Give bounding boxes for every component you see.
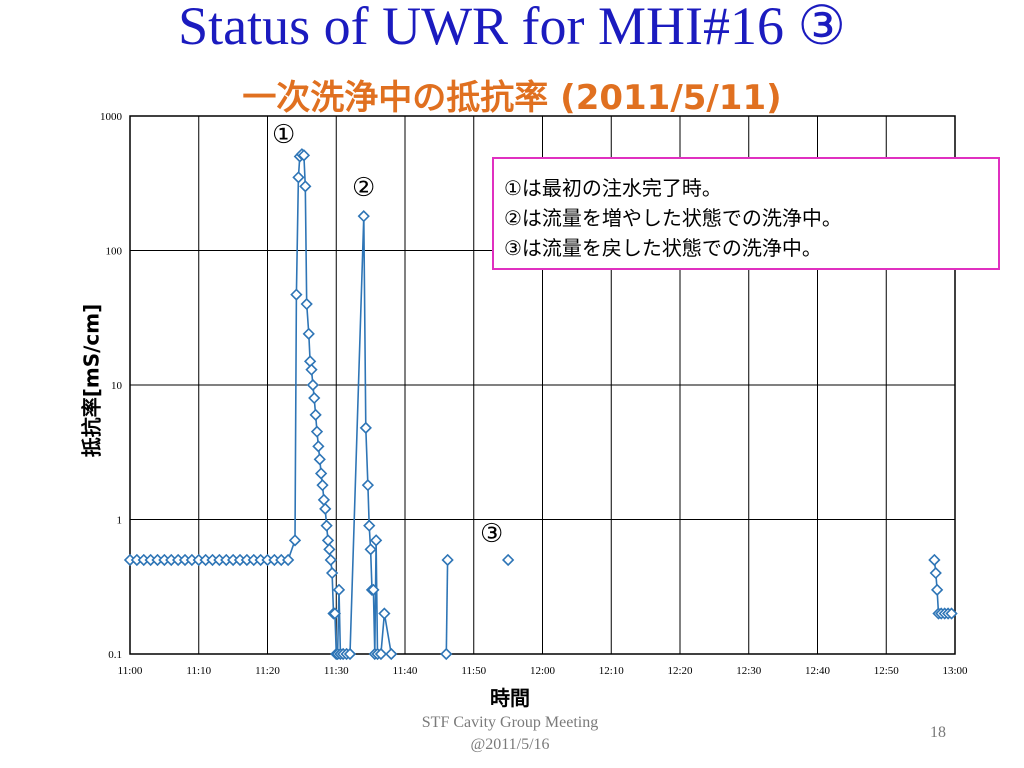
x-tick-label: 12:30 [736, 665, 762, 677]
note-line-1: ①は最初の注水完了時。 [504, 176, 722, 200]
data-point [299, 180, 312, 193]
x-axis-title: 時間 [490, 686, 530, 710]
x-tick-label: 13:00 [942, 665, 968, 677]
data-point [378, 607, 391, 620]
data-point [501, 553, 515, 567]
x-tick-label: 12:10 [599, 665, 625, 677]
y-tick-label: 100 [106, 246, 123, 258]
marker-3-label: ③ [480, 519, 504, 549]
data-point [369, 534, 383, 547]
data-point [324, 553, 337, 567]
data-point [316, 479, 329, 492]
data-point [364, 543, 377, 556]
footer-line-2: @2011/5/16 [470, 736, 550, 753]
page-number: 18 [930, 724, 946, 741]
note-line-2: ②は流量を増やした状態での洗浄中。 [504, 206, 842, 230]
slide-subtitle: 一次洗浄中の抵抗率 (2011/5/11) [242, 78, 782, 118]
data-point [930, 583, 944, 596]
note-line-3: ③は流量を戻した状態での洗浄中。 [504, 236, 822, 260]
data-point [288, 534, 302, 547]
slide-title: Status of UWR for MHI#16 ③ [178, 0, 846, 56]
data-point [306, 378, 320, 392]
data-point [440, 647, 453, 661]
x-tick-label: 11:00 [118, 665, 143, 677]
data-point [374, 647, 388, 661]
data-point [310, 425, 324, 438]
data-point [323, 543, 336, 556]
x-tick-label: 12:00 [530, 665, 556, 677]
data-point [305, 363, 318, 376]
data-point [313, 453, 326, 466]
series-line [130, 153, 393, 655]
x-tick-label: 12:40 [805, 665, 831, 677]
data-point [300, 297, 313, 311]
data-point [290, 288, 303, 301]
x-tick-label: 11:50 [461, 665, 486, 677]
data-point [363, 519, 376, 532]
plot-area-border [129, 115, 956, 655]
data-point [332, 583, 346, 596]
data-point [309, 408, 322, 421]
y-tick-label: 1 [117, 515, 123, 527]
data-point [928, 553, 941, 567]
y-axis-title: 抵抗率[mS/cm] [79, 303, 104, 457]
data-point [314, 467, 328, 480]
data-point [328, 607, 342, 620]
y-tick-label: 10 [111, 380, 123, 392]
marker-2-label: ② [352, 173, 376, 203]
data-point [297, 149, 311, 162]
data-point [302, 327, 315, 340]
data-point [319, 502, 332, 515]
data-point [357, 210, 370, 223]
data-point [292, 171, 305, 184]
data-point [361, 479, 375, 492]
series-line [445, 559, 449, 655]
marker-1-label: ① [272, 120, 296, 150]
note-box: ①は最初の注水完了時。 ②は流量を増やした状態での洗浄中。 ③は流量を戻した状態… [492, 157, 1000, 270]
y-tick-label: 0.1 [108, 649, 122, 661]
data-point [303, 355, 317, 368]
x-tick-label: 11:30 [324, 665, 349, 677]
data-point [321, 534, 335, 547]
data-point [320, 519, 333, 532]
x-tick-label: 11:40 [393, 665, 418, 677]
data-point [945, 607, 958, 620]
data-point [317, 493, 331, 506]
data-point [441, 553, 454, 567]
data-point [325, 566, 339, 580]
footer-line-1: STF Cavity Group Meeting [421, 714, 599, 731]
data-point [359, 421, 372, 435]
x-tick-label: 12:20 [667, 665, 693, 677]
data-point [343, 647, 357, 661]
data-point [367, 583, 380, 596]
data-point [308, 391, 321, 405]
footer: STF Cavity Group Meeting @2011/5/16 [380, 712, 640, 756]
data-point [312, 440, 325, 453]
data-point [929, 566, 942, 580]
x-tick-label: 11:10 [186, 665, 211, 677]
data-point [281, 553, 295, 567]
y-tick-label: 1000 [100, 111, 123, 123]
x-tick-label: 12:50 [874, 665, 900, 677]
data-point [385, 647, 398, 661]
y-axis-title-wrap: 抵抗率[mS/cm] [60, 280, 120, 480]
x-tick-label: 11:20 [255, 665, 280, 677]
